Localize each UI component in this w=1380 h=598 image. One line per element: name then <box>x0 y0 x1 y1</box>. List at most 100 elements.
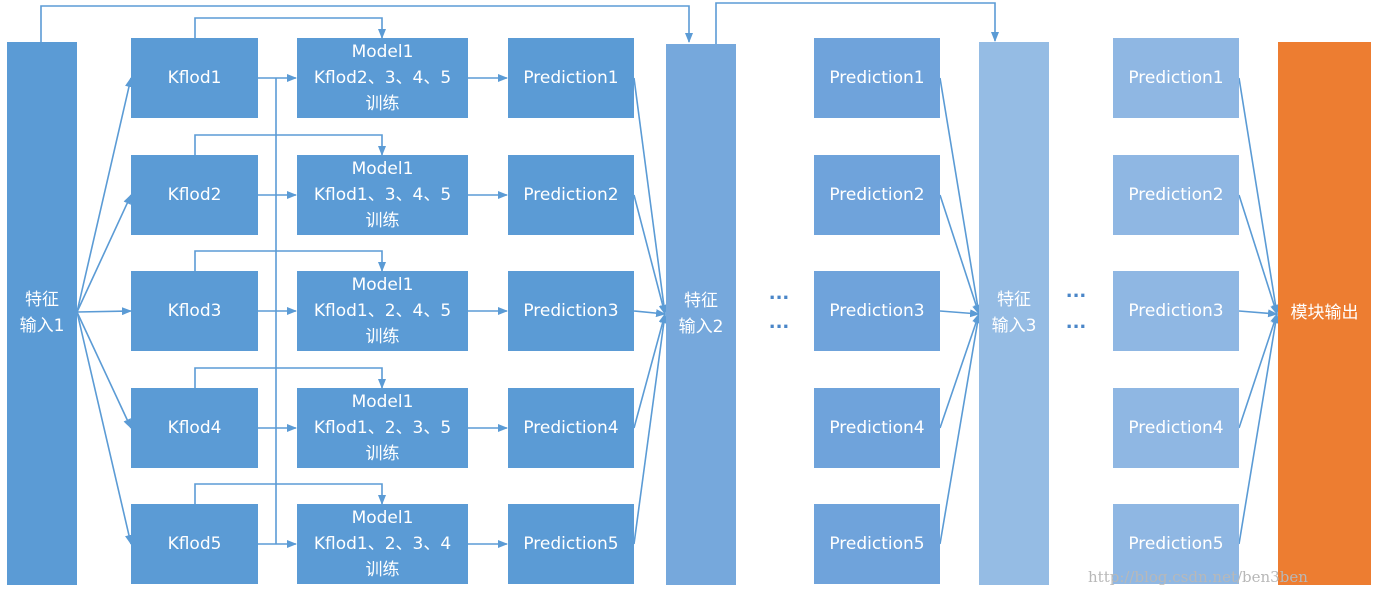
loop-kfold-model-5 <box>194 483 386 505</box>
ellipsis-3: ··· <box>1066 286 1087 307</box>
arrow-input1-kfold-1 <box>76 77 133 313</box>
model-2-text-2: Kflod1、3、4、5 <box>314 185 451 205</box>
prediction-s3-box-4: Prediction4 <box>1113 388 1239 468</box>
watermark: http://blog.csdn.net/ben3ben <box>1088 568 1308 586</box>
prediction-s1-box-4-rect <box>508 388 634 468</box>
model-5-text-1: Model1 <box>352 508 414 528</box>
prediction-s3-box-1-rect <box>1113 38 1239 118</box>
prediction-s1-box-5-rect <box>508 504 634 584</box>
input2-text-1: 特征 <box>684 291 718 311</box>
arrow-pred1-input2-2 <box>633 194 667 315</box>
prediction-s3-4-text-1: Prediction4 <box>1128 418 1223 438</box>
prediction-s2-box-2: Prediction2 <box>814 155 940 235</box>
prediction-s1-box-3: Prediction3 <box>508 271 634 351</box>
prediction-s3-3-text-1: Prediction3 <box>1128 301 1223 321</box>
model-4-text-3: 训练 <box>366 444 400 464</box>
arrow-pred2-input3-4 <box>939 313 980 429</box>
model-5-text-3: 训练 <box>366 560 400 580</box>
arrow-pred1-input2-4 <box>633 313 667 429</box>
prediction-s2-box-2-rect <box>814 155 940 235</box>
model-box-3: Model1 Kflod1、2、4、5 训练 <box>297 271 468 351</box>
prediction-s1-box-2-rect <box>508 155 634 235</box>
prediction-s2-box-5-rect <box>814 504 940 584</box>
arrow-input1-kfold-5 <box>76 311 133 545</box>
model-1-text-1: Model1 <box>352 42 414 62</box>
prediction-s2-box-3-rect <box>814 271 940 351</box>
prediction-s1-3-text-1: Prediction3 <box>523 301 618 321</box>
model-box-1: Model1 Kflod2、3、4、5 训练 <box>297 38 468 118</box>
prediction-s1-5-text-1: Prediction5 <box>523 534 618 554</box>
kfold-box-2-rect <box>131 155 258 235</box>
input2-text-2: 输入2 <box>679 317 724 337</box>
model-box-4: Model1 Kflod1、2、3、5 训练 <box>297 388 468 468</box>
arrow-pred3-output-1 <box>1238 77 1280 315</box>
model-3-text-1: Model1 <box>352 275 414 295</box>
prediction-s3-box-2-rect <box>1113 155 1239 235</box>
connector-layer <box>40 2 1280 548</box>
arrow-pred3-output-5 <box>1238 313 1280 545</box>
prediction-s1-box-4: Prediction4 <box>508 388 634 468</box>
arrow-input1-kfold-3 <box>76 307 132 316</box>
loop-kfold-model-2 <box>194 134 386 156</box>
arrow-pred1-input2-3 <box>633 309 666 318</box>
model-box-4-rect <box>297 388 468 468</box>
input3-box-rect <box>979 42 1049 585</box>
model-4-text-1: Model1 <box>352 392 414 412</box>
prediction-s3-5-text-1: Prediction5 <box>1128 534 1223 554</box>
model-box-5-rect <box>297 504 468 584</box>
input1-text-1: 特征 <box>25 290 59 310</box>
input1-box-rect <box>7 42 77 585</box>
model-3-text-2: Kflod1、2、4、5 <box>314 301 451 321</box>
prediction-s2-box-4: Prediction4 <box>814 388 940 468</box>
model-box-5: Model1 Kflod1、2、3、4 训练 <box>297 504 468 584</box>
input1-text-2: 输入1 <box>20 316 65 336</box>
prediction-s2-box-5: Prediction5 <box>814 504 940 584</box>
model-2-text-3: 训练 <box>366 211 400 231</box>
prediction-s2-3-text-1: Prediction3 <box>829 301 924 321</box>
ellipsis-4: ··· <box>1066 317 1087 338</box>
model-box-3-rect <box>297 271 468 351</box>
loop-kfold-model-4 <box>194 367 386 389</box>
arrow-pred1-input2-1 <box>633 77 668 315</box>
prediction-s2-2-text-1: Prediction2 <box>829 185 924 205</box>
arrow-pred2-input3-1 <box>939 77 982 315</box>
kfold-4-text-1: Kflod4 <box>168 418 222 438</box>
prediction-s3-box-1: Prediction1 <box>1113 38 1239 118</box>
model-box-1-rect <box>297 38 468 118</box>
arrow-pred2-input3-2 <box>939 194 980 315</box>
arrow-pred1-input2-5 <box>633 313 668 545</box>
input3-text-1: 特征 <box>997 290 1031 310</box>
model-1-text-2: Kflod2、3、4、5 <box>314 68 451 88</box>
prediction-s2-4-text-1: Prediction4 <box>829 418 924 438</box>
kfold-box-4-rect <box>131 388 258 468</box>
prediction-s1-2-text-1: Prediction2 <box>523 185 618 205</box>
prediction-s2-box-3: Prediction3 <box>814 271 940 351</box>
prediction-s3-1-text-1: Prediction1 <box>1128 68 1223 88</box>
prediction-s1-box-2: Prediction2 <box>508 155 634 235</box>
model-1-text-3: 训练 <box>366 94 400 114</box>
ellipsis-2: ··· <box>769 317 790 338</box>
arrow-pred3-output-2 <box>1238 194 1279 315</box>
prediction-s3-box-5: Prediction5 <box>1113 504 1239 584</box>
input2-box-rect <box>666 44 736 585</box>
prediction-s3-2-text-1: Prediction2 <box>1128 185 1223 205</box>
arrow-input1-kfold-4 <box>76 311 132 429</box>
arrow-input2-input3 <box>715 2 999 44</box>
arrow-input1-input2 <box>40 5 693 43</box>
output-box: 模块输出 <box>1278 42 1371 585</box>
prediction-s2-5-text-1: Prediction5 <box>829 534 924 554</box>
kfold-box-1: Kflod1 <box>131 38 258 118</box>
arrow-pred2-input3-3 <box>939 309 980 318</box>
kfold-3-text-1: Kflod3 <box>168 301 222 321</box>
kfold-box-5-rect <box>131 504 258 584</box>
kfold-box-4: Kflod4 <box>131 388 258 468</box>
ellipsis-1: ··· <box>769 288 790 309</box>
input3-text-2: 输入3 <box>992 316 1037 336</box>
prediction-s1-box-5: Prediction5 <box>508 504 634 584</box>
kfold-box-3: Kflod3 <box>131 271 258 351</box>
model-3-text-3: 训练 <box>366 327 400 347</box>
prediction-s2-box-4-rect <box>814 388 940 468</box>
